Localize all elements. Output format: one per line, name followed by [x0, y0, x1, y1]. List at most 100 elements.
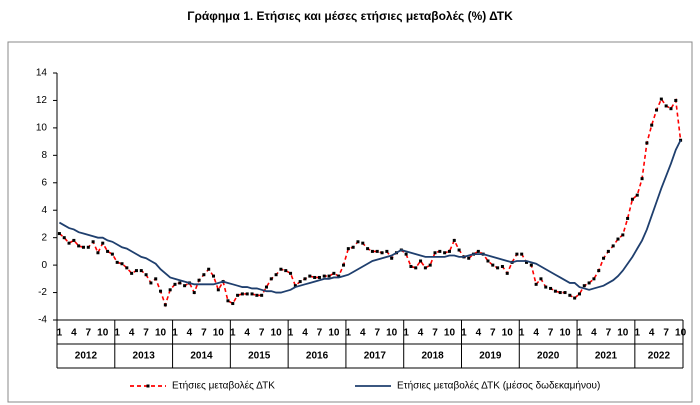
- legend-label: Ετήσιες μεταβολές ΔΤΚ (μέσος δωδεκαμήνου…: [397, 380, 600, 392]
- data-point: [467, 256, 471, 260]
- data-point: [62, 236, 66, 240]
- data-point: [659, 97, 663, 101]
- year-label: 2017: [364, 351, 387, 362]
- data-point: [120, 262, 124, 266]
- data-point: [443, 251, 447, 255]
- year-label: 2015: [248, 351, 271, 362]
- y-tick-label: 10: [36, 123, 48, 134]
- data-point: [375, 249, 379, 253]
- x-tick-label: 10: [155, 328, 167, 339]
- x-tick-label: 10: [328, 328, 340, 339]
- data-point: [163, 303, 167, 307]
- data-point: [269, 277, 273, 281]
- data-point: [640, 177, 644, 181]
- x-tick-label: 7: [374, 328, 380, 339]
- data-point: [366, 247, 370, 251]
- data-point: [317, 275, 321, 279]
- data-point: [332, 271, 336, 275]
- x-tick-label: 4: [591, 328, 597, 339]
- data-point: [250, 292, 254, 296]
- data-point: [611, 244, 615, 248]
- x-tick-label: 10: [213, 328, 225, 339]
- data-point: [370, 249, 374, 253]
- data-point: [337, 274, 341, 278]
- data-point: [433, 251, 437, 255]
- data-point: [626, 216, 630, 220]
- data-point: [207, 267, 211, 271]
- data-point: [539, 277, 543, 281]
- data-point: [216, 288, 220, 292]
- data-point: [96, 251, 100, 255]
- data-point: [197, 278, 201, 282]
- data-point: [457, 248, 461, 252]
- data-point: [568, 293, 572, 297]
- data-point: [154, 277, 158, 281]
- data-point: [77, 244, 81, 248]
- data-point: [630, 197, 634, 201]
- data-point: [130, 271, 134, 275]
- x-tick-label: 1: [577, 328, 583, 339]
- data-point: [279, 267, 283, 271]
- data-point: [255, 293, 259, 297]
- data-point: [192, 291, 196, 295]
- y-tick-label: 8: [41, 150, 47, 161]
- data-point: [419, 259, 423, 263]
- y-tick-label: 6: [41, 177, 47, 188]
- data-point: [245, 292, 249, 296]
- data-point: [679, 138, 683, 142]
- data-point: [423, 266, 427, 270]
- data-point: [573, 296, 577, 300]
- x-tick-label: 4: [533, 328, 539, 339]
- data-point: [616, 237, 620, 241]
- data-point: [144, 273, 148, 277]
- data-point: [240, 292, 244, 296]
- y-tick-label: -4: [38, 315, 47, 326]
- data-point: [351, 245, 355, 249]
- data-point: [525, 260, 528, 264]
- data-point: [428, 263, 432, 267]
- data-point: [621, 233, 625, 237]
- x-tick-label: 1: [519, 328, 525, 339]
- data-point: [447, 249, 451, 253]
- x-tick-label: 4: [360, 328, 366, 339]
- data-point: [101, 241, 105, 245]
- x-tick-label: 7: [86, 328, 92, 339]
- data-point: [505, 271, 509, 275]
- data-point: [544, 285, 548, 289]
- x-tick-label: 4: [418, 328, 424, 339]
- x-tick-label: 1: [403, 328, 409, 339]
- data-point: [452, 238, 456, 242]
- data-point: [115, 260, 119, 264]
- data-point: [168, 288, 172, 292]
- data-point: [134, 269, 138, 273]
- data-point: [356, 240, 360, 244]
- data-point: [322, 274, 326, 278]
- x-tick-label: 7: [432, 328, 438, 339]
- x-tick-label: 4: [244, 328, 250, 339]
- data-point: [284, 269, 288, 273]
- data-point: [486, 259, 490, 263]
- x-tick-label: 10: [97, 328, 109, 339]
- data-point: [313, 275, 317, 279]
- data-point: [106, 249, 110, 253]
- data-point: [404, 252, 408, 256]
- data-point: [385, 249, 389, 253]
- series-line: [58, 139, 682, 294]
- data-point: [476, 249, 480, 253]
- data-point: [515, 252, 519, 256]
- data-point: [67, 241, 71, 245]
- x-tick-label: 4: [649, 328, 655, 339]
- data-point: [655, 108, 659, 112]
- data-point: [414, 266, 418, 270]
- data-point: [520, 252, 524, 256]
- data-point: [587, 281, 591, 285]
- x-tick-label: 1: [288, 328, 294, 339]
- series-line: [58, 97, 682, 308]
- x-tick-label: 7: [259, 328, 265, 339]
- data-point: [491, 263, 495, 267]
- data-point: [289, 271, 293, 275]
- y-tick-label: 0: [41, 260, 47, 271]
- x-tick-label: 10: [559, 328, 571, 339]
- x-tick-label: 7: [490, 328, 496, 339]
